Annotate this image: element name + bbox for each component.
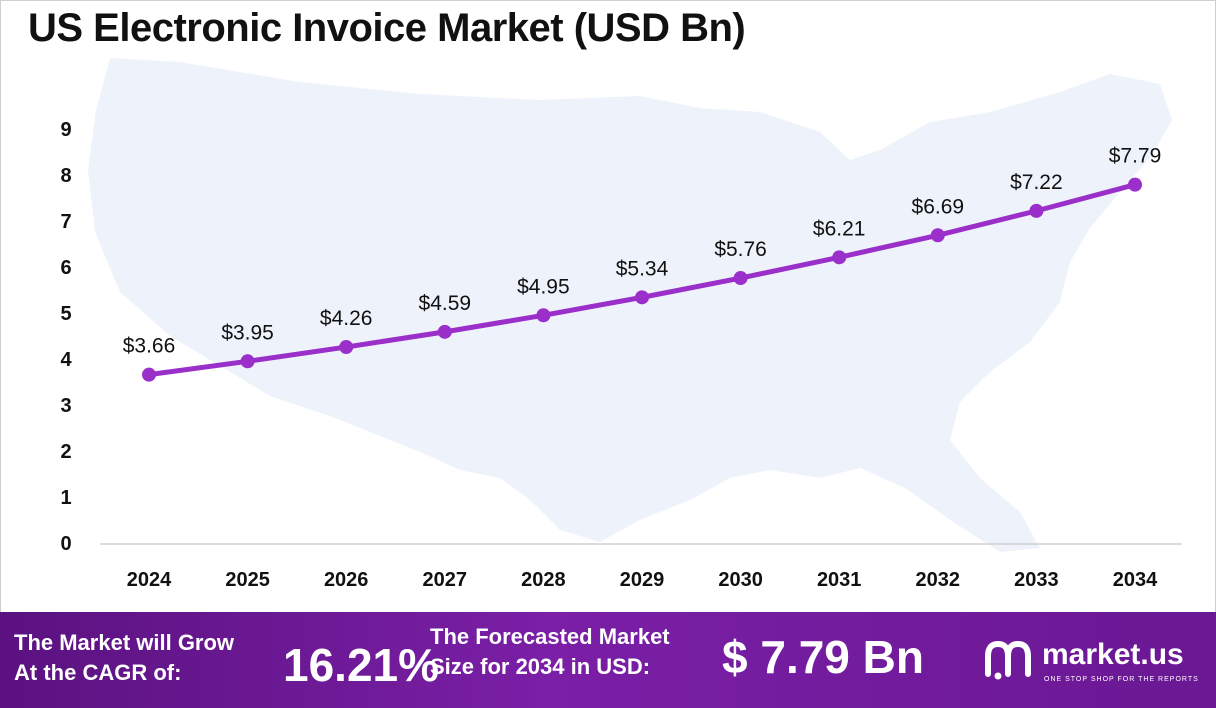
cagr-label: The Market will Grow At the CAGR of: xyxy=(14,628,234,688)
x-tick-label: 2025 xyxy=(225,569,270,591)
data-label: $7.22 xyxy=(1010,171,1063,194)
data-label: $4.59 xyxy=(419,292,472,315)
x-tick-label: 2033 xyxy=(1014,569,1059,591)
x-tick-label: 2024 xyxy=(127,569,172,591)
forecast-label-line2: Size for 2034 in USD: xyxy=(430,654,651,679)
x-tick-label: 2034 xyxy=(1113,569,1158,591)
y-tick-label: 4 xyxy=(60,349,72,371)
y-tick-label: 6 xyxy=(60,257,71,279)
y-tick-label: 0 xyxy=(60,533,71,555)
market-us-logo-icon xyxy=(985,640,1031,680)
x-tick-label: 2028 xyxy=(521,569,566,591)
data-label: $6.69 xyxy=(912,195,965,218)
data-point xyxy=(1128,177,1142,192)
data-point xyxy=(1029,203,1044,218)
y-tick-label: 9 xyxy=(60,119,71,141)
forecast-label-line1: The Forecasted Market xyxy=(430,624,670,649)
y-tick-label: 1 xyxy=(60,487,71,509)
forecast-value: $ 7.79 Bn xyxy=(722,631,924,683)
cagr-value: 16.21% xyxy=(283,639,440,691)
data-label: $4.95 xyxy=(517,275,570,298)
data-label: $5.76 xyxy=(714,238,767,261)
x-tick-label: 2026 xyxy=(324,569,369,591)
y-tick-label: 8 xyxy=(60,165,71,187)
data-point xyxy=(339,340,354,355)
data-label: $3.66 xyxy=(123,335,176,358)
brand-logo: market.us ONE STOP SHOP FOR THE REPORTS xyxy=(982,634,1212,694)
data-point xyxy=(832,250,847,265)
data-point xyxy=(733,271,748,286)
x-tick-label: 2030 xyxy=(718,569,763,591)
y-tick-label: 2 xyxy=(60,441,71,463)
data-label: $6.21 xyxy=(813,217,866,240)
brand-tagline: ONE STOP SHOP FOR THE REPORTS xyxy=(1044,676,1199,683)
brand-name: market.us xyxy=(1042,638,1184,671)
data-point xyxy=(437,324,452,339)
data-point xyxy=(536,308,551,323)
x-tick-label: 2031 xyxy=(817,569,862,591)
footer-banner: The Market will Grow At the CAGR of: 16.… xyxy=(0,612,1216,708)
data-label: $5.34 xyxy=(616,257,669,280)
x-tick-label: 2027 xyxy=(423,569,468,591)
data-point xyxy=(142,367,156,382)
data-label: $3.95 xyxy=(221,321,274,344)
us-map-background xyxy=(88,58,1172,552)
x-tick-label: 2029 xyxy=(620,569,665,591)
x-tick-label: 2032 xyxy=(916,569,961,591)
data-label: $4.26 xyxy=(320,307,373,330)
cagr-label-line1: The Market will Grow xyxy=(14,630,235,655)
y-tick-label: 7 xyxy=(60,211,71,233)
y-tick-label: 5 xyxy=(60,303,71,325)
data-label: $7.79 xyxy=(1109,145,1162,168)
line-chart: 0 1 2 3 4 5 6 7 8 9 2024 2025 2026 2027 2028 2029 2030 20… xyxy=(60,58,1182,591)
chart-title: US Electronic Invoice Market (USD Bn) xyxy=(28,6,746,50)
data-point xyxy=(930,228,945,243)
cagr-label-line2: At the CAGR of: xyxy=(14,660,182,685)
data-point xyxy=(635,290,649,305)
forecast-label: The Forecasted Market Size for 2034 in U… xyxy=(430,622,670,682)
data-point xyxy=(240,354,255,369)
y-tick-label: 3 xyxy=(60,395,71,417)
